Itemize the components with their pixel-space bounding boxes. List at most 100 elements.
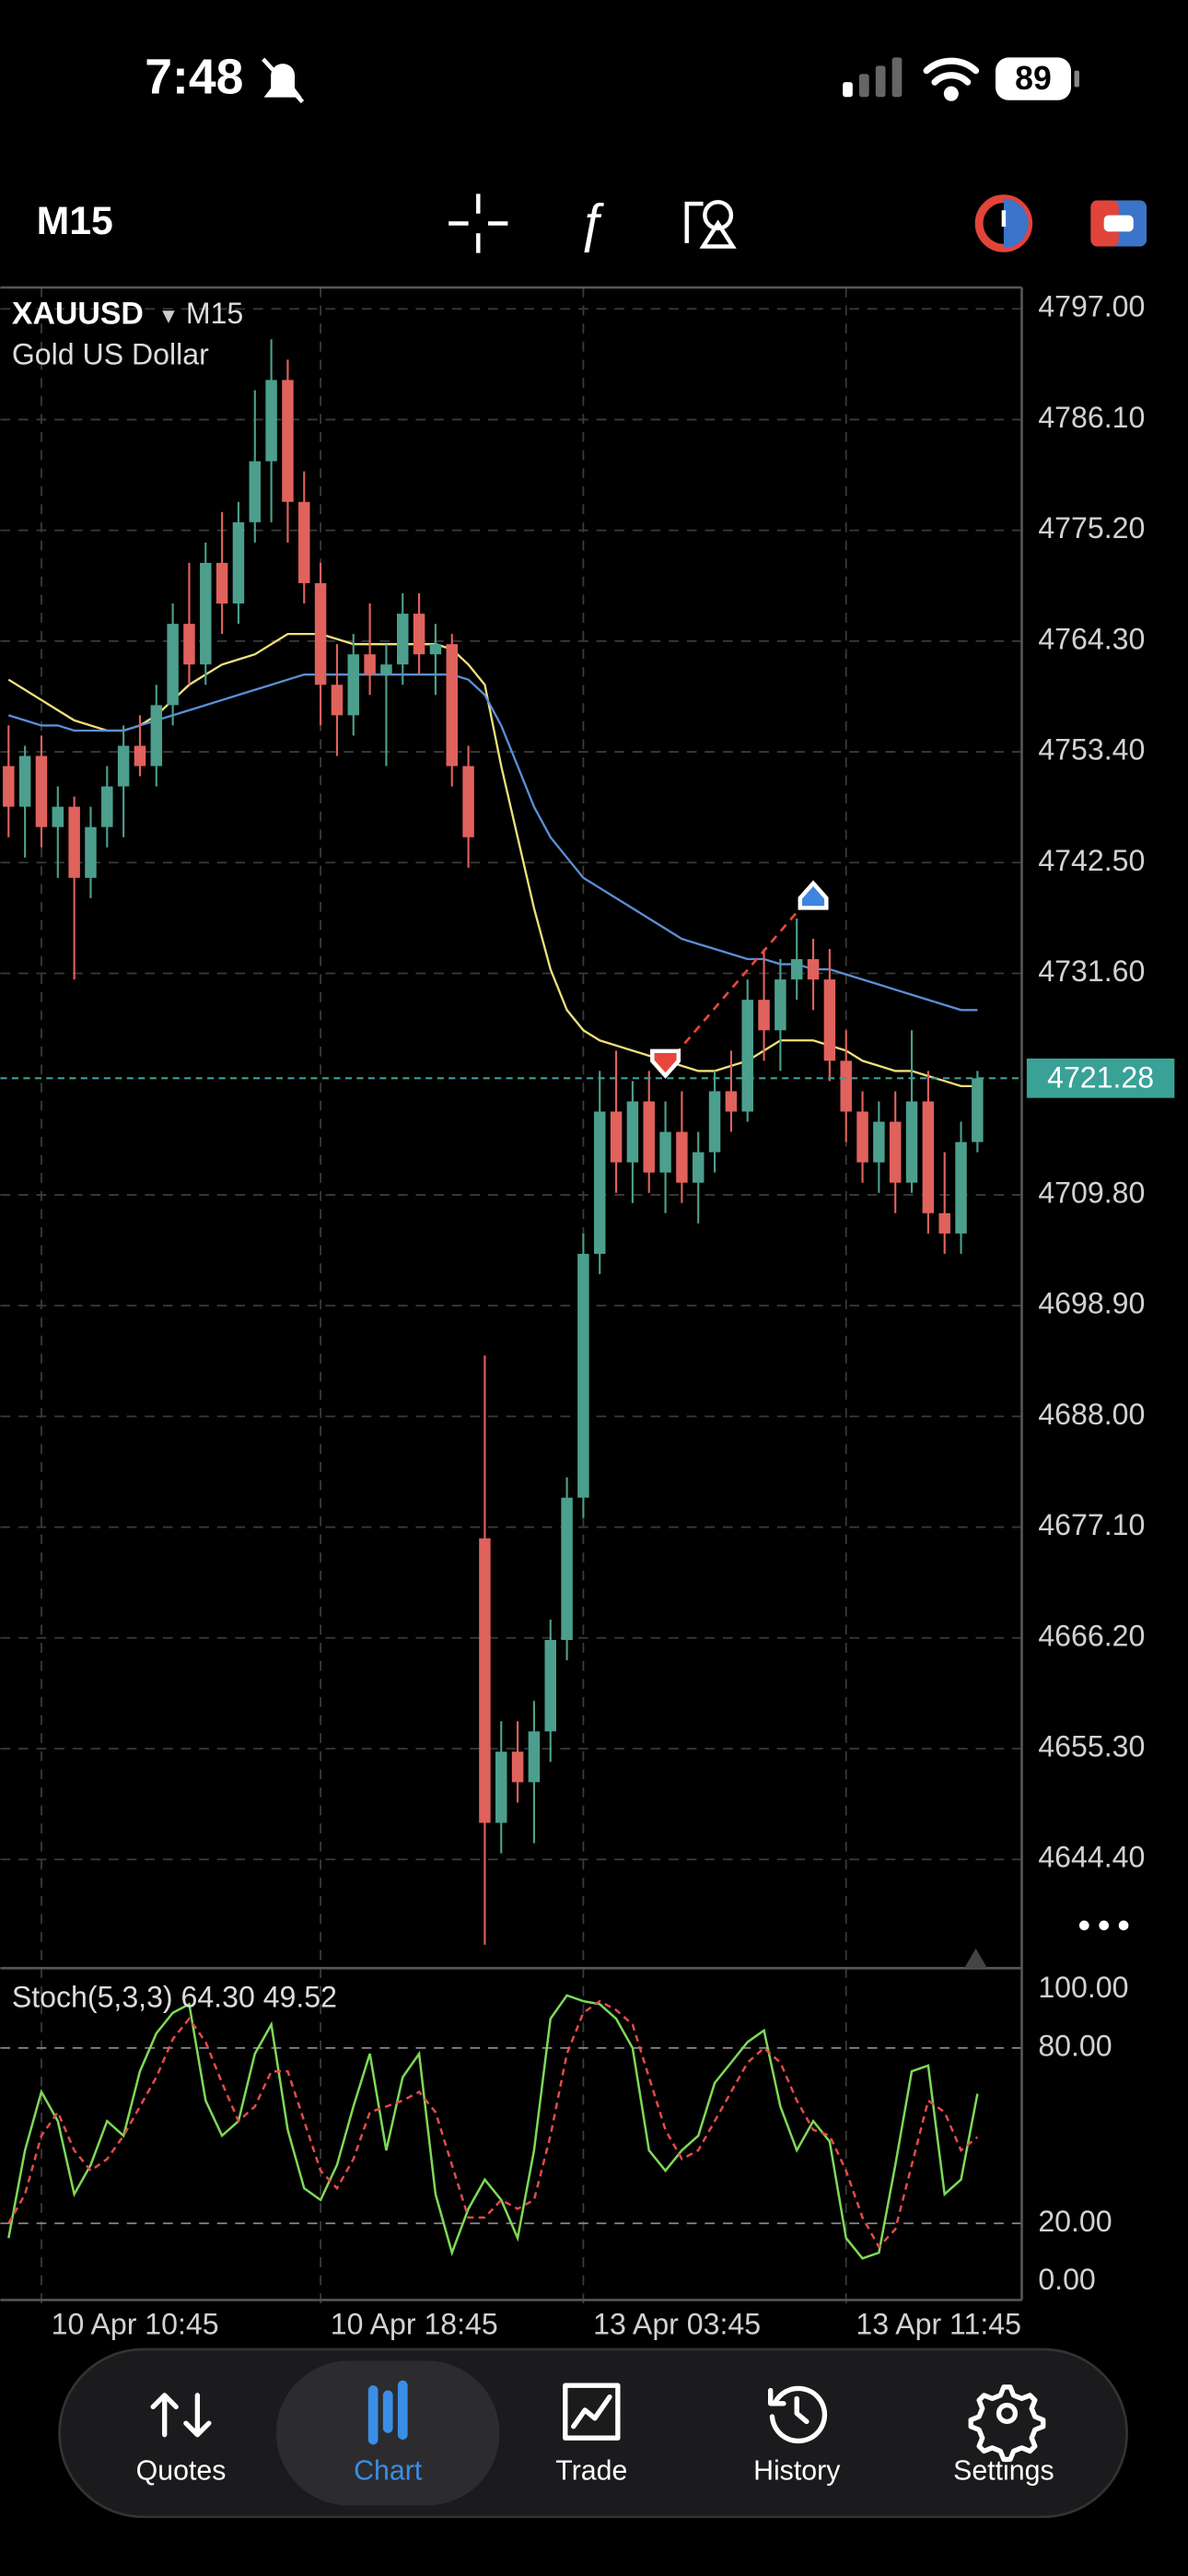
tabs: Quotes Chart Trade History Settings: [136, 2360, 1054, 2506]
candle-body: [380, 664, 392, 675]
tab-icon-hole: [996, 2402, 1019, 2425]
y-tick-label: 4655.30: [1038, 1729, 1145, 1762]
symbol-dropdown[interactable]: ▼: [158, 303, 180, 327]
candle-body: [265, 380, 277, 462]
candle-body: [429, 644, 442, 655]
indicator-tick-label: 80.00: [1038, 2029, 1112, 2062]
y-tick-label: 4797.00: [1038, 290, 1145, 323]
candle-body: [413, 614, 425, 655]
candle-body: [610, 1111, 623, 1163]
indicator-title: Stoch(5,3,3) 64.30 49.52: [12, 1981, 337, 2014]
candle-body: [972, 1078, 984, 1142]
candle-body: [577, 1253, 589, 1498]
candle-body: [495, 1751, 507, 1823]
crosshair-button[interactable]: [448, 193, 508, 253]
tab-icon[interactable]: [968, 2384, 1046, 2463]
indicator-line: [7, 1999, 979, 2249]
tab-icon[interactable]: [150, 2393, 212, 2438]
trade-button[interactable]: [1090, 200, 1147, 247]
indicator-tick-label: 0.00: [1038, 2263, 1095, 2296]
candle-body: [741, 1000, 753, 1112]
candle-body: [528, 1731, 541, 1783]
tab-icon[interactable]: [563, 2383, 621, 2441]
last-price-tag: [1026, 1058, 1175, 1098]
tab-label[interactable]: Quotes: [136, 2456, 227, 2487]
candle-body: [314, 582, 327, 685]
candle-body: [85, 826, 97, 878]
trade-marker: [798, 880, 829, 910]
candle-body: [331, 685, 344, 716]
candle-body: [708, 1091, 721, 1153]
candle-body: [561, 1497, 573, 1640]
y-tick-label: 4731.60: [1038, 954, 1145, 988]
tab-icon[interactable]: [768, 2385, 828, 2444]
candle-body: [134, 745, 146, 767]
y-tick-label: 4742.50: [1038, 844, 1145, 877]
candle-body: [840, 1060, 852, 1112]
candle-body: [215, 562, 228, 604]
chart-timeframe: M15: [186, 297, 243, 330]
y-tick-label: 4786.10: [1038, 401, 1145, 434]
tab-highlight: [275, 2360, 500, 2506]
symbol[interactable]: XAUUSD: [12, 296, 144, 331]
candle-body: [922, 1101, 935, 1213]
y-tick-label: 4698.90: [1038, 1287, 1145, 1320]
candle-body: [298, 501, 310, 583]
tab-label[interactable]: History: [753, 2456, 841, 2487]
candle-body: [249, 461, 262, 522]
x-tick-label: 13 Apr 11:45: [856, 2307, 1021, 2340]
x-tick-label: 13 Apr 03:45: [593, 2307, 761, 2340]
last-price-label: 4721.28: [1047, 1061, 1154, 1095]
candle-body: [692, 1152, 705, 1183]
indicator-line: [7, 1994, 979, 2260]
signal-icon: [843, 57, 903, 98]
candle-body: [725, 1091, 738, 1112]
candle-body: [626, 1101, 639, 1163]
tab-label[interactable]: Settings: [953, 2456, 1054, 2487]
candle-body: [873, 1121, 885, 1163]
candle-body: [594, 1111, 606, 1254]
tab-label[interactable]: Trade: [555, 2456, 627, 2487]
candle-body: [364, 654, 376, 675]
candle-body: [758, 1000, 770, 1031]
candle-body: [68, 806, 80, 878]
y-tick-label: 4764.30: [1038, 622, 1145, 655]
candle-body: [101, 786, 113, 827]
objects-button[interactable]: [684, 200, 737, 249]
battery-tip: [1074, 70, 1079, 88]
chart[interactable]: 4797.00 4786.10 4775.20 4764.30 4753.40 4742.…: [0, 287, 1175, 2340]
candle-body: [955, 1142, 967, 1234]
tab-label[interactable]: Chart: [354, 2456, 423, 2487]
y-tick-label: 4677.10: [1038, 1508, 1145, 1541]
candle-body: [117, 745, 130, 787]
y-tick-label: 4666.20: [1038, 1619, 1145, 1652]
candle-body: [938, 1212, 950, 1234]
battery-level: 89: [1015, 60, 1052, 97]
indicator-tick-label: 20.00: [1038, 2205, 1112, 2238]
symbol-description: Gold US Dollar: [12, 337, 209, 370]
candle-body: [775, 979, 786, 1031]
more-button[interactable]: [1078, 1920, 1129, 1931]
trade-marker: [650, 1048, 681, 1079]
candle-body: [659, 1131, 671, 1173]
candle-body: [905, 1101, 918, 1183]
one-click-button[interactable]: [974, 194, 1033, 252]
y-tick-label: 4709.80: [1038, 1176, 1145, 1209]
timeframe-button[interactable]: M15: [37, 199, 113, 243]
y-tick-label: 4753.40: [1038, 733, 1145, 767]
indicators-button[interactable]: ƒ: [577, 193, 606, 252]
wifi-icon: [923, 57, 980, 101]
indicator-tick-label: 100.00: [1038, 1971, 1128, 2004]
y-tick-label: 4688.00: [1038, 1398, 1145, 1431]
x-tick-label: 10 Apr 18:45: [331, 2307, 498, 2340]
tab-icon[interactable]: [367, 2380, 408, 2445]
pane-handle[interactable]: [964, 1948, 988, 1969]
candle-body: [807, 959, 820, 980]
candle-body: [200, 562, 212, 665]
candle-body: [446, 644, 458, 767]
candle-body: [856, 1111, 868, 1163]
candle-body: [544, 1639, 556, 1732]
